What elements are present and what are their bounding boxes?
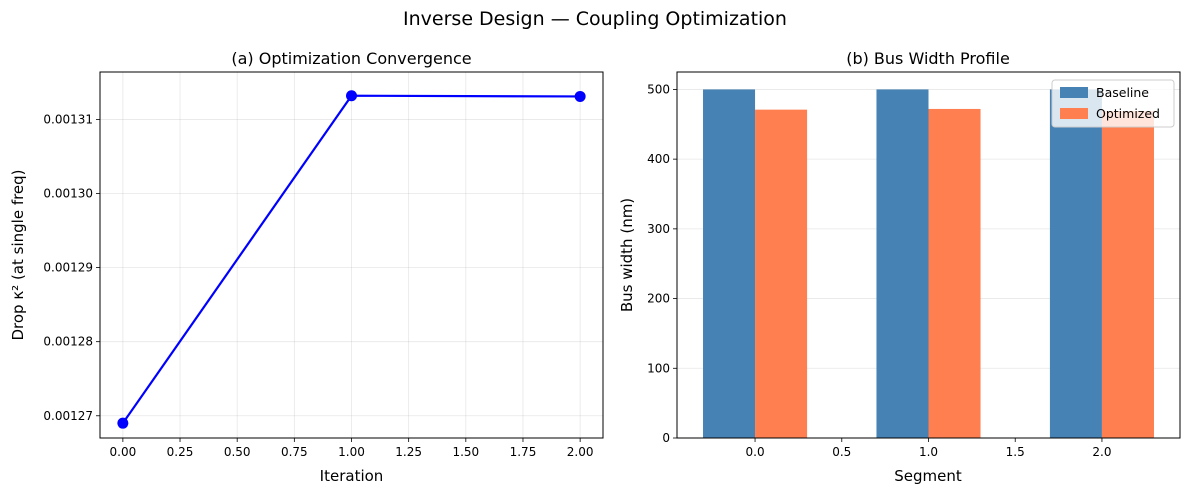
x-tick-label: 0.25 [167,445,194,459]
x-tick-label: 2.0 [1092,445,1111,459]
x-tick-label: 1.50 [452,445,479,459]
convergence-plot-frame [99,71,604,439]
optimized-bar [755,109,808,438]
bus-width-x-axis-label: Segment [894,467,962,485]
x-tick-label: 0.5 [832,445,851,459]
x-tick-label: 1.75 [510,445,537,459]
y-tick-label: 0.00129 [43,261,93,275]
x-tick-label: 1.25 [395,445,422,459]
y-tick-label: 0.00128 [43,335,93,349]
baseline-bar [1049,89,1102,438]
bus-width-y-axis-label: Bus width (nm) [618,198,636,312]
x-tick-label: 0.75 [281,445,308,459]
y-tick-label: 400 [647,152,670,166]
y-tick-label: 500 [647,82,670,96]
bus-width-chart: (b) Bus Width Profile Segment Bus width … [618,49,1181,485]
y-tick-label: 0.00130 [43,187,93,201]
baseline-bar [876,89,929,438]
legend-swatch [1060,108,1088,119]
y-tick-label: 200 [647,292,670,306]
y-tick-label: 0 [662,431,670,445]
y-tick-label: 100 [647,361,670,375]
y-tick-label: 0.00127 [43,409,93,423]
data-point [574,90,586,102]
legend-swatch [1060,87,1088,98]
x-tick-label: 1.5 [1006,445,1025,459]
convergence-chart: (a) Optimization Convergence Iteration D… [9,49,604,485]
optimized-bar [928,108,981,438]
bus-width-chart-title: (b) Bus Width Profile [846,49,1010,68]
figure-title: Inverse Design — Coupling Optimization [403,8,787,30]
optimized-bar [1101,111,1154,438]
x-tick-label: 0.0 [746,445,765,459]
y-tick-label: 0.00131 [43,112,93,126]
legend: Baseline Optimized [1051,79,1175,128]
data-point [117,417,129,429]
legend-label: Baseline [1096,85,1149,100]
x-tick-label: 0.00 [110,445,137,459]
convergence-x-axis-label: Iteration [320,467,384,485]
x-tick-label: 1.00 [338,445,365,459]
convergence-chart-title: (a) Optimization Convergence [231,49,471,68]
x-tick-label: 2.00 [567,445,594,459]
x-tick-label: 0.50 [224,445,251,459]
y-tick-label: 300 [647,222,670,236]
baseline-bar [703,89,756,438]
legend-label: Optimized [1096,106,1160,121]
data-point [346,90,357,102]
x-tick-label: 1.0 [919,445,938,459]
convergence-y-axis-label: Drop κ² (at single freq) [9,169,27,340]
bus-width-plot-frame [676,71,1181,439]
